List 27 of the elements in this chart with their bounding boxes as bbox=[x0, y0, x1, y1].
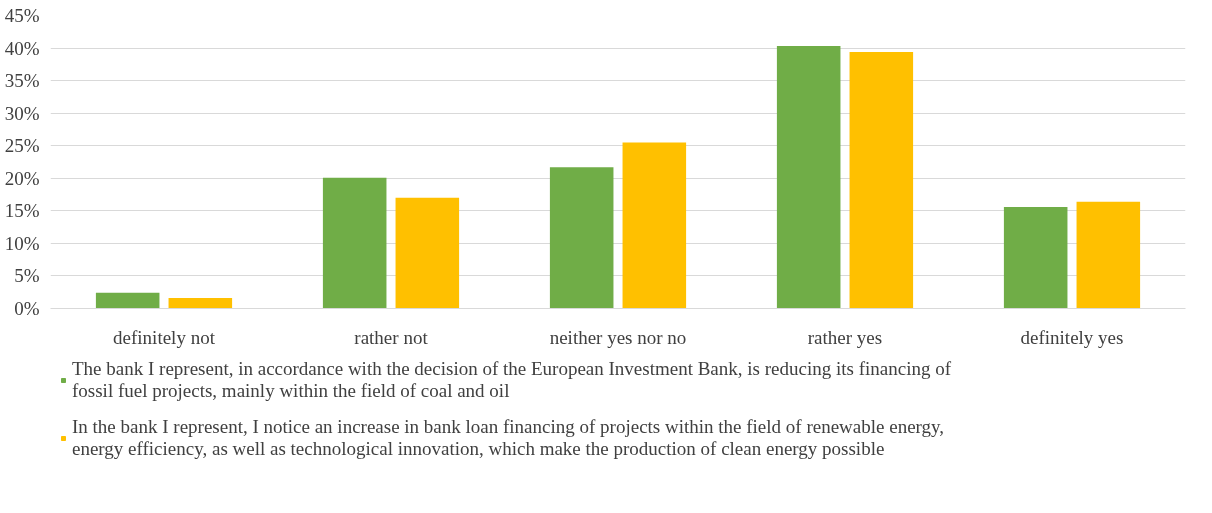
bar bbox=[322, 177, 387, 309]
bar bbox=[849, 51, 914, 309]
y-tick-label: 5% bbox=[14, 265, 40, 287]
y-tick-label: 15% bbox=[4, 200, 40, 222]
bar bbox=[95, 292, 160, 309]
bar bbox=[1003, 206, 1068, 309]
x-tick-label: rather not bbox=[354, 326, 429, 348]
legend-label: The bank I represent, in accordance with the decision of the European Investment Bank, is reducing its financing of fossil fuel projects, mainly within the field of coal and oil bbox=[72, 358, 951, 402]
y-tick-label: 35% bbox=[4, 70, 40, 92]
bar bbox=[168, 298, 233, 309]
bar bbox=[395, 197, 460, 309]
x-tick-label: rather yes bbox=[807, 326, 883, 348]
y-tick-label: 45% bbox=[4, 5, 40, 26]
y-tick-label: 0% bbox=[14, 298, 40, 319]
legend-label: In the bank I represent, I notice an increase in bank loan financing of projects within the field of renewable energy, energy efficiency, as well as technological innovation, which make the production of clean energy possible bbox=[72, 416, 945, 460]
bar bbox=[1076, 201, 1141, 309]
x-tick-label: definitely yes bbox=[1020, 326, 1124, 348]
y-tick-label: 20% bbox=[4, 167, 40, 189]
y-tick-label: 25% bbox=[4, 135, 40, 157]
y-tick-label: 30% bbox=[4, 102, 40, 124]
bar bbox=[622, 142, 687, 309]
x-tick-label: definitely not bbox=[113, 326, 216, 348]
bar bbox=[776, 46, 841, 309]
x-tick-label: neither yes nor no bbox=[549, 326, 687, 348]
y-tick-label: 10% bbox=[4, 232, 40, 254]
bar bbox=[549, 167, 614, 309]
y-tick-label: 40% bbox=[4, 37, 40, 59]
